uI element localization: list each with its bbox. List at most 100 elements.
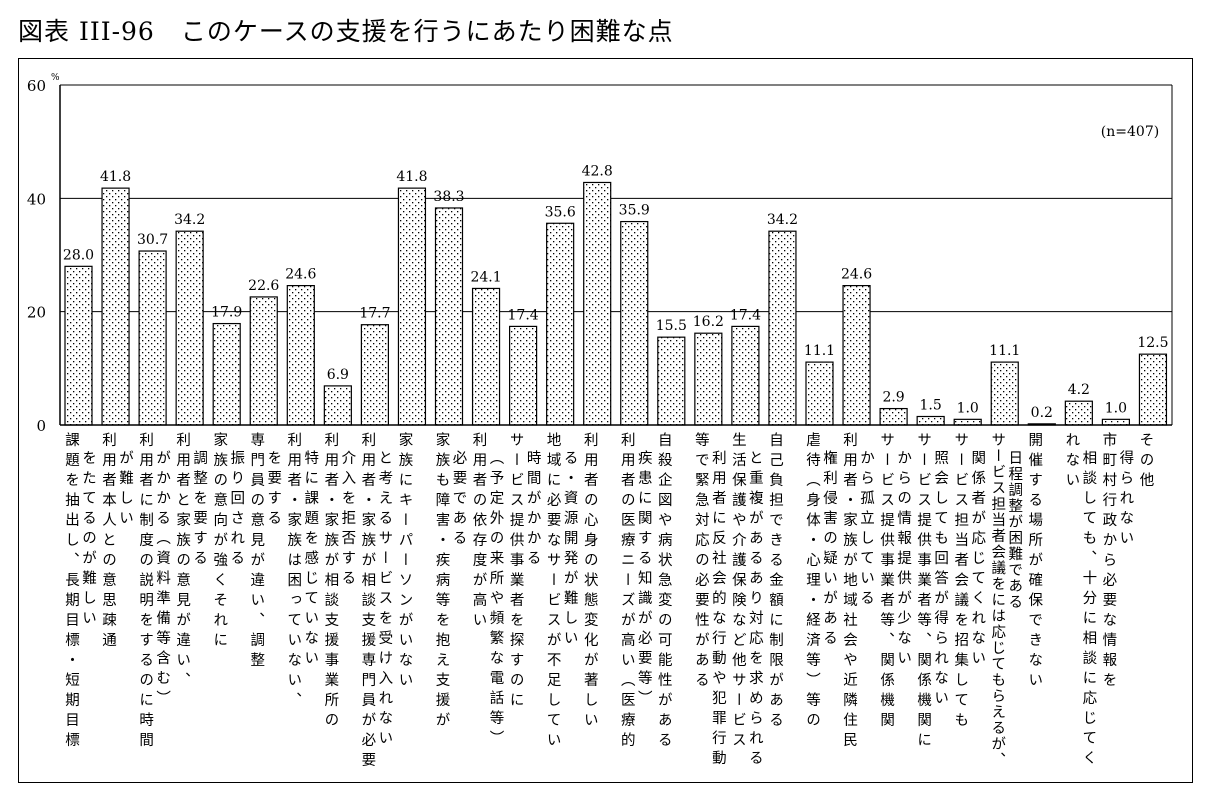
x-category-label-column: 市町村行政から必要な情報を [1099, 432, 1116, 692]
bar [323, 385, 352, 426]
x-category-label-column: 虐待（身体・心理・経済等）等の [803, 432, 820, 732]
x-category-label-line: れない [1063, 432, 1080, 492]
bar [471, 287, 501, 426]
x-category-label-column: がかかる（資料準備等含む） [153, 450, 170, 710]
x-category-label-column: 専門員の意見が違い、調整 [247, 432, 264, 672]
x-category-label-line: サービス担当者会議を [989, 432, 1006, 592]
x-category-label-column: が難しい [116, 450, 133, 530]
x-category-label-line: 介入を拒否する [339, 450, 356, 590]
y-tick-label: 20 [27, 304, 46, 322]
x-category-label: サービス提供事業者を探すのに 時間がかかる [507, 432, 541, 712]
x-category-label-column: 利用者の心身の状態変化が著しい [581, 432, 598, 732]
bar [138, 250, 167, 426]
x-category-label-line: と重複がある [746, 450, 763, 570]
x-category-label-line: あり対応を求められる [746, 570, 763, 770]
x-category-label-line: 相談しても、十分に相談に応じてく [1080, 450, 1097, 770]
x-category-label-column: 得られない [1116, 450, 1133, 550]
x-category-label-column: （予定外の来所や頻繁な電話等） [487, 450, 504, 750]
x-category-label-column: サービス提供事業者等、関係機関 [877, 432, 894, 732]
bar [768, 230, 797, 426]
x-category-label-column: その他 [1136, 432, 1153, 492]
x-category-label-line: 利用者の心身の状態変化が著しい [581, 432, 598, 732]
x-category-label: 利用者の医療ニーズが高い（医療的 疾患に関する知識が必要等） [618, 432, 652, 752]
x-category-label-line: 家族にキーパーソンがいない [396, 432, 413, 692]
x-category-label-column: 利用者と家族の意見が違い、 [173, 432, 190, 692]
x-category-label: 利用者の心身の状態変化が著しい [581, 432, 615, 732]
y-tick-label: 40 [27, 190, 46, 208]
bar [249, 296, 278, 426]
x-category-label-column: と重複がある あり対応を求められる [746, 450, 763, 770]
x-category-label: 利用者・家族が相談支援専門員が必要 と考えるサービスを受け入れない [358, 432, 392, 772]
x-category-label: 利用者本人との意思疎通 が難しい [99, 432, 133, 652]
x-category-label-line: サービス担当者会議を招集しても [952, 432, 969, 732]
x-category-label-line: 時間がかかる [524, 450, 541, 570]
x-category-label: 虐待（身体・心理・経済等）等の 権利侵害の疑いがある [803, 432, 837, 732]
x-category-label-column: を要する [264, 450, 281, 530]
x-category-label-line: 自殺企図や病状急変の可能性がある [655, 432, 672, 752]
bar-value-label: 24.6 [841, 267, 872, 283]
bar-value-label: 1.0 [1105, 400, 1127, 416]
x-category-label-column: 開催する場所が確保できない [1025, 432, 1042, 692]
x-category-label-column: 生活保護や介護保険など他サービス [729, 432, 746, 752]
x-category-label-line: サービス提供事業者等、関係機関 [878, 432, 895, 732]
x-category-label-line: サービス提供事業者を探すのに [507, 432, 524, 712]
x-category-label: 開催する場所が確保できない [1025, 432, 1059, 692]
x-category-label-line: 開催する場所が確保できない [1026, 432, 1043, 692]
x-category-label: 利用者・家族は困っていない、 特に課題を感じていない [284, 432, 318, 712]
x-category-label-line: 疾患に関する知識が必要等） [635, 450, 652, 710]
x-category-label-line: 利用者・家族が相談支援事業所の [322, 432, 339, 732]
bar-value-label: 0.2 [1031, 405, 1053, 421]
x-category-label-line: 家族の意向が強くそれに [211, 432, 228, 652]
bar-value-label: 42.8 [582, 163, 613, 179]
bar [175, 230, 204, 426]
x-category-label-line: から孤立している [858, 450, 875, 610]
chart-title: 図表 III-96 このケースの支援を行うにあたり困難な点 [18, 17, 674, 46]
x-category-label-column: 照会しても回答が得られない [931, 450, 948, 710]
x-category-label-column: 等で緊急対応の必要性がある [692, 432, 709, 692]
bar-value-label: 30.7 [137, 232, 168, 248]
x-category-label-column: 疾患に関する知識が必要等） [635, 450, 652, 710]
x-category-label-line: 市町村行政から必要な情報を [1100, 432, 1117, 692]
x-category-label-line: 利用者の依存度が高い [470, 432, 487, 632]
x-category-label-column: 介入を拒否する [338, 450, 355, 590]
bar-value-label: 17.4 [730, 307, 761, 323]
bar-value-label: 41.8 [100, 169, 131, 185]
x-category-label-column: 権利侵害の疑いがある [820, 450, 837, 650]
bar [286, 285, 315, 426]
bar-value-label: 1.0 [957, 400, 979, 416]
x-category-label: 地域に必要なサービスが不足してい る・資源開発が難しい [544, 432, 578, 752]
bar [990, 361, 1019, 426]
x-category-label-line: をたてるのが難しい [80, 450, 96, 630]
x-category-label-column: サービス担当者会議を招集しても [951, 432, 968, 732]
x-category-label-line: 利用者・家族は困っていない、 [285, 432, 302, 712]
x-category-label-column: からの情報提供が少ない [894, 450, 911, 670]
x-category-label: れない 相談しても、十分に相談に応じてく [1062, 432, 1096, 770]
bar-value-label: 4.2 [1068, 382, 1090, 398]
bar [842, 285, 871, 426]
x-category-label-column: 日程調整が困難である [1005, 450, 1022, 610]
x-category-label: 家族も障害・疾病等を抱え支援が 必要である [433, 432, 467, 732]
bar-value-label: 35.9 [619, 203, 650, 219]
x-category-label-line: 利用者の医療ニーズが高い（医療的 [618, 432, 635, 752]
bar [620, 220, 649, 426]
x-category-label-column: と考えるサービスを受け入れない [375, 450, 392, 750]
x-category-label-line: る・資源開発が難しい [561, 450, 578, 650]
x-category-label: 利用者・家族が地域社会や近隣住民 から孤立している [840, 432, 874, 752]
x-category-label: 市町村行政から必要な情報を 得られない [1099, 432, 1133, 692]
x-category-label-column: サービス提供事業者等、関係機関に [914, 432, 931, 752]
x-category-label-line: を要する [265, 450, 282, 530]
bar-value-label: 38.3 [433, 189, 464, 205]
x-category-label-column: 時間がかかる [524, 450, 541, 570]
bar [212, 322, 241, 426]
bar [879, 407, 908, 426]
y-axis-unit: % [51, 73, 60, 83]
x-category-label-column: 相談しても、十分に相談に応じてく [1079, 450, 1096, 770]
x-category-label-column: 関係者が応じてくれない [968, 450, 985, 670]
x-category-label: 利用者の依存度が高い （予定外の来所や頻繁な電話等） [470, 432, 504, 750]
x-category-label-line: には応じてもらえるが、 [989, 592, 1006, 768]
x-category-label-column: 家族も障害・疾病等を抱え支援が [433, 432, 450, 732]
x-category-label-line: 等で緊急対応の必要性がある [692, 432, 709, 692]
x-category-label-line: （予定外の来所や頻繁な電話等） [487, 450, 504, 750]
chart-frame [18, 58, 1193, 783]
